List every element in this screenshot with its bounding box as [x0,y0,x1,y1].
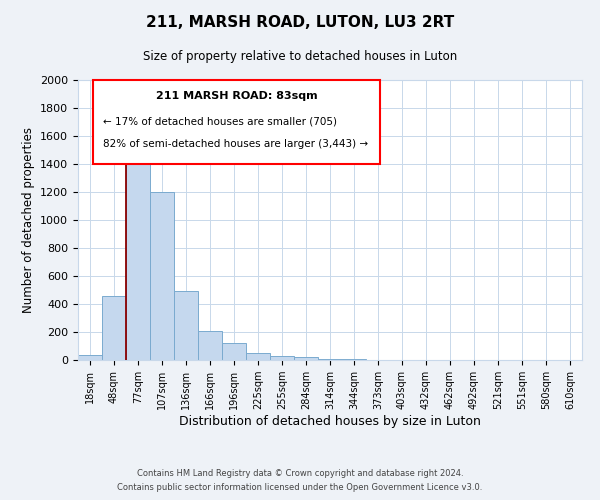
Text: 82% of semi-detached houses are larger (3,443) →: 82% of semi-detached houses are larger (… [103,139,368,149]
Bar [294,357,318,360]
Bar [318,358,342,360]
Text: ← 17% of detached houses are smaller (705): ← 17% of detached houses are smaller (70… [103,116,337,126]
Text: Size of property relative to detached houses in Luton: Size of property relative to detached ho… [143,50,457,63]
Bar [78,355,102,360]
Bar [198,330,222,360]
Bar [270,356,294,360]
Y-axis label: Number of detached properties: Number of detached properties [22,127,35,313]
Bar [102,296,126,360]
Bar [150,192,174,360]
Text: 211, MARSH ROAD, LUTON, LU3 2RT: 211, MARSH ROAD, LUTON, LU3 2RT [146,15,454,30]
Text: Contains HM Land Registry data © Crown copyright and database right 2024.: Contains HM Land Registry data © Crown c… [137,468,463,477]
Bar [126,136,150,360]
X-axis label: Distribution of detached houses by size in Luton: Distribution of detached houses by size … [179,415,481,428]
Text: 211 MARSH ROAD: 83sqm: 211 MARSH ROAD: 83sqm [156,91,317,101]
Bar [222,343,246,360]
Text: Contains public sector information licensed under the Open Government Licence v3: Contains public sector information licen… [118,484,482,492]
Bar [246,353,270,360]
FancyBboxPatch shape [93,80,380,164]
Bar [174,292,198,360]
